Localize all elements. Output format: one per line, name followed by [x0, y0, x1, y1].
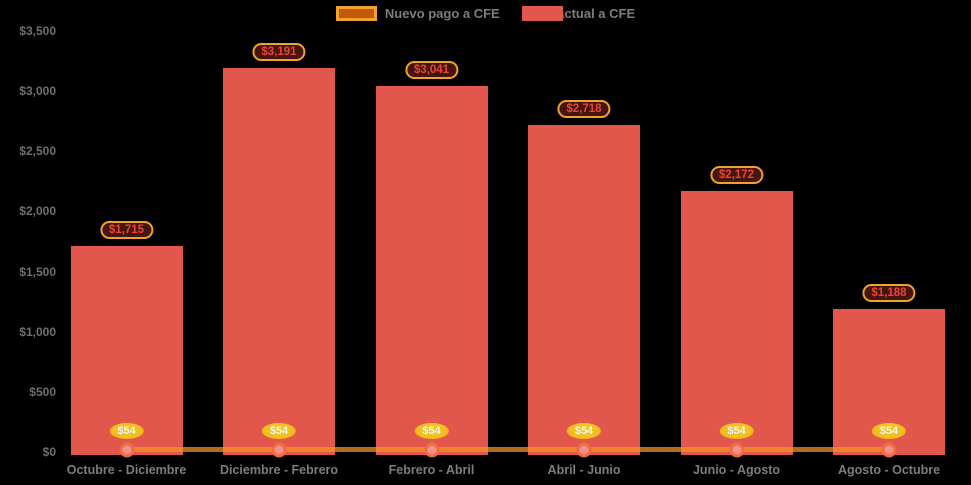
legend-label-nuevo-pago: Nuevo pago a CFE [384, 6, 500, 21]
legend-item-pago-actual[interactable]: Pago actual a CFE [521, 6, 635, 21]
line-value-badge: $54 [871, 423, 907, 439]
chart-legend: Nuevo pago a CFE Pago actual a CFE [0, 6, 971, 21]
y-axis-tick-label: $2,000 [19, 204, 56, 219]
y-axis-tick-label: $1,000 [19, 324, 56, 339]
bar-value-label: $3,041 [404, 61, 459, 80]
bar-value-label: $2,172 [709, 165, 764, 184]
bar-value-label: $1,715 [99, 220, 154, 239]
y-axis-tick-label: $3,000 [19, 84, 56, 99]
bar-pago-actual[interactable] [223, 68, 335, 455]
x-axis-category-label: Octubre - Diciembre [66, 463, 187, 477]
bar-pago-actual[interactable] [375, 86, 488, 455]
line-point-marker[interactable] [424, 442, 439, 457]
y-axis-tick-label: $500 [29, 384, 56, 399]
x-axis-category-label: Agosto - Octubre [837, 463, 941, 477]
x-axis-category-label: Febrero - Abril [388, 463, 475, 477]
bar-value-label: $2,718 [557, 100, 611, 119]
legend-swatch-bar-icon [521, 6, 563, 21]
bar-pago-actual[interactable] [528, 125, 640, 455]
y-axis-tick-label: $1,500 [19, 264, 56, 279]
legend-item-nuevo-pago[interactable]: Nuevo pago a CFE [335, 6, 500, 21]
bar-pago-actual[interactable] [680, 190, 793, 455]
line-value-badge: $54 [566, 423, 602, 439]
bar-value-label: $3,191 [252, 43, 306, 62]
line-point-marker[interactable] [729, 442, 744, 457]
x-axis-category-label: Abril - Junio [547, 463, 621, 477]
line-point-marker[interactable] [119, 442, 134, 457]
line-point-marker[interactable] [576, 442, 592, 457]
line-nuevo-pago [126, 447, 889, 452]
x-axis-category-label: Diciembre - Febrero [219, 463, 339, 477]
y-axis-tick-label: $3,500 [19, 24, 56, 38]
line-point-marker[interactable] [881, 442, 897, 457]
bar-pago-actual[interactable] [70, 245, 183, 455]
line-value-badge: $54 [719, 423, 754, 439]
bar-value-label: $1,188 [862, 284, 916, 303]
y-axis-tick-label: $0 [42, 445, 56, 459]
y-axis-tick-label: $2,500 [19, 144, 56, 159]
line-point-marker[interactable] [271, 442, 287, 457]
legend-swatch-line-icon [335, 6, 377, 21]
line-value-badge: $54 [414, 423, 449, 439]
line-value-badge: $54 [261, 423, 297, 439]
line-value-badge: $54 [109, 423, 144, 439]
x-axis-category-label: Junio - Agosto [692, 463, 781, 477]
